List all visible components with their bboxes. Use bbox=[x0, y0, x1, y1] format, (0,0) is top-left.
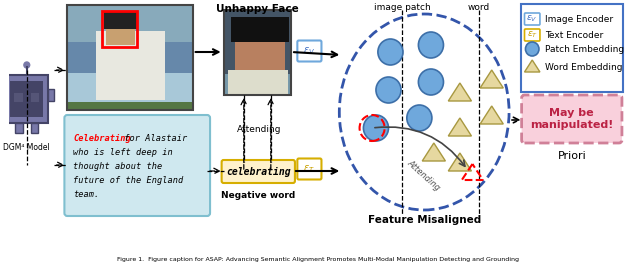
Circle shape bbox=[419, 32, 444, 58]
Text: Figure 1.  Figure caption for ASAP: Advancing Semantic Alignment Promotes Multi-: Figure 1. Figure caption for ASAP: Advan… bbox=[117, 258, 519, 262]
Circle shape bbox=[378, 39, 403, 65]
FancyBboxPatch shape bbox=[525, 13, 540, 25]
Text: thought about the: thought about the bbox=[73, 162, 163, 171]
Bar bbox=[67, 5, 193, 110]
Polygon shape bbox=[422, 143, 445, 161]
Circle shape bbox=[364, 115, 388, 141]
Bar bbox=[235, 22, 285, 71]
Polygon shape bbox=[525, 60, 540, 72]
Text: Image Encoder: Image Encoder bbox=[545, 14, 613, 24]
Text: Feature Misaligned: Feature Misaligned bbox=[367, 215, 481, 225]
Text: $\varepsilon_T$: $\varepsilon_T$ bbox=[527, 30, 538, 40]
Text: future of the England: future of the England bbox=[73, 176, 183, 185]
Bar bbox=[67, 42, 193, 73]
Bar bbox=[67, 73, 193, 110]
FancyBboxPatch shape bbox=[521, 4, 623, 92]
Polygon shape bbox=[480, 106, 503, 124]
Text: Negative word: Negative word bbox=[221, 191, 296, 199]
Polygon shape bbox=[448, 83, 472, 101]
Bar bbox=[14, 93, 23, 102]
Text: image patch: image patch bbox=[374, 3, 430, 12]
Bar bbox=[104, 12, 137, 29]
Polygon shape bbox=[480, 70, 503, 88]
FancyBboxPatch shape bbox=[525, 29, 540, 41]
FancyBboxPatch shape bbox=[522, 95, 622, 143]
Ellipse shape bbox=[339, 14, 509, 210]
Text: Text Encoder: Text Encoder bbox=[545, 31, 603, 39]
FancyBboxPatch shape bbox=[298, 40, 321, 61]
Bar bbox=[228, 69, 288, 95]
Text: Celebrating: Celebrating bbox=[73, 134, 131, 143]
Circle shape bbox=[407, 105, 432, 131]
Bar bbox=[0, 90, 6, 101]
Text: $\varepsilon_V$: $\varepsilon_V$ bbox=[303, 45, 316, 57]
Text: who is left deep in: who is left deep in bbox=[73, 148, 173, 157]
Text: Patch Embedding: Patch Embedding bbox=[545, 44, 624, 54]
Text: Attending: Attending bbox=[406, 158, 442, 192]
Circle shape bbox=[376, 77, 401, 103]
Circle shape bbox=[24, 62, 29, 68]
FancyBboxPatch shape bbox=[65, 115, 210, 216]
Text: DGM⁴ Model: DGM⁴ Model bbox=[3, 143, 50, 152]
Bar bbox=[15, 123, 23, 133]
Bar bbox=[31, 93, 39, 102]
Text: $\varepsilon_V$: $\varepsilon_V$ bbox=[527, 14, 538, 24]
FancyBboxPatch shape bbox=[298, 158, 321, 180]
Polygon shape bbox=[448, 153, 472, 171]
Bar bbox=[106, 11, 135, 45]
Text: Word Embedding: Word Embedding bbox=[545, 64, 622, 73]
Bar bbox=[223, 10, 291, 95]
Bar bbox=[67, 5, 193, 110]
Text: Attending: Attending bbox=[237, 125, 282, 135]
Circle shape bbox=[419, 69, 444, 95]
Text: Priori: Priori bbox=[557, 151, 586, 161]
Text: Unhappy Face: Unhappy Face bbox=[216, 4, 299, 14]
Text: for Alastair: for Alastair bbox=[118, 134, 187, 143]
Bar bbox=[96, 31, 165, 99]
FancyBboxPatch shape bbox=[221, 160, 295, 183]
Text: team.: team. bbox=[73, 190, 99, 199]
Circle shape bbox=[525, 42, 539, 56]
Text: word: word bbox=[468, 3, 490, 12]
Bar bbox=[102, 11, 137, 47]
Polygon shape bbox=[448, 118, 472, 136]
Bar bbox=[31, 123, 38, 133]
FancyBboxPatch shape bbox=[10, 81, 43, 117]
FancyBboxPatch shape bbox=[6, 75, 48, 123]
Bar bbox=[223, 10, 291, 95]
Text: May be
manipulated!: May be manipulated! bbox=[530, 108, 614, 130]
Bar bbox=[48, 90, 54, 101]
Bar bbox=[67, 102, 193, 110]
Bar bbox=[231, 17, 289, 42]
Text: $\varepsilon_T$: $\varepsilon_T$ bbox=[303, 163, 316, 175]
Bar bbox=[223, 74, 291, 95]
Text: celebrating: celebrating bbox=[226, 166, 291, 177]
